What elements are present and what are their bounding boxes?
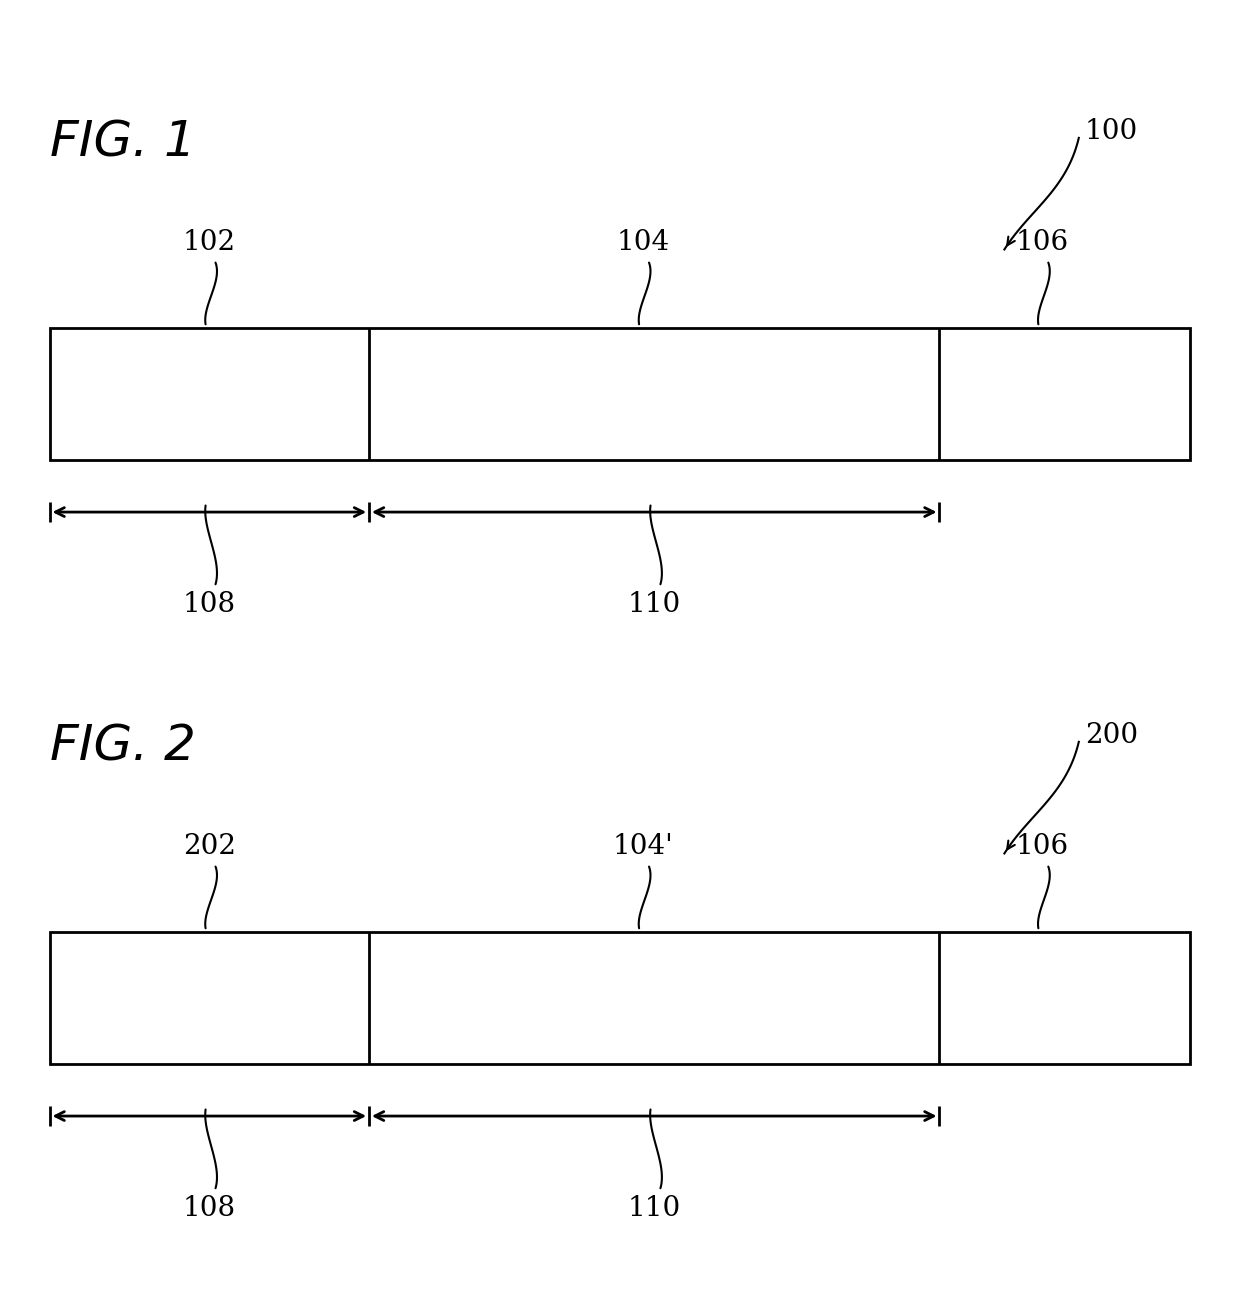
Text: FIG. 1: FIG. 1 <box>50 118 196 167</box>
Text: 110: 110 <box>627 1195 681 1222</box>
Text: 100: 100 <box>1085 118 1138 146</box>
Text: 108: 108 <box>182 1195 236 1222</box>
Bar <box>50 932 1190 1064</box>
Text: 110: 110 <box>627 591 681 618</box>
Text: 104': 104' <box>613 832 673 860</box>
Text: 202: 202 <box>182 832 236 860</box>
Bar <box>50 328 1190 460</box>
Text: 104: 104 <box>616 228 670 256</box>
Text: 106: 106 <box>1016 228 1069 256</box>
Text: 200: 200 <box>1085 722 1138 750</box>
Text: 106: 106 <box>1016 832 1069 860</box>
Text: 102: 102 <box>182 228 236 256</box>
Text: FIG. 2: FIG. 2 <box>50 722 196 771</box>
Text: 108: 108 <box>182 591 236 618</box>
